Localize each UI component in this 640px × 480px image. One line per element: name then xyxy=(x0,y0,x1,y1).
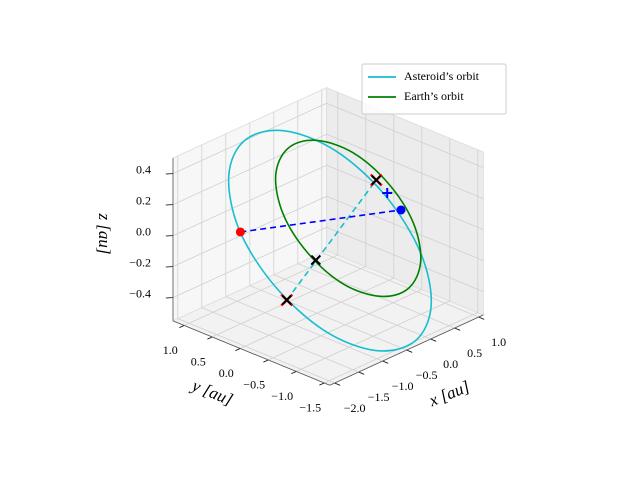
orbit-line xyxy=(274,139,422,298)
tick-mark xyxy=(430,338,437,342)
tick-mark xyxy=(478,316,485,320)
z-axis-label: z [au] xyxy=(95,212,114,254)
axis-line xyxy=(329,314,484,386)
y-tick-label: 0.0 xyxy=(219,366,234,380)
x-marker xyxy=(371,174,382,186)
grid-line xyxy=(172,133,327,205)
legend-label: Earth’s orbit xyxy=(404,89,464,103)
y-tick-label: −1.5 xyxy=(299,401,321,415)
grid-line xyxy=(201,307,359,373)
dashed-line xyxy=(240,209,402,233)
x-tick-label: −0.5 xyxy=(416,368,438,382)
dashed-line xyxy=(286,179,377,301)
grid-line xyxy=(172,164,327,236)
grid-line xyxy=(326,226,484,292)
panes xyxy=(165,86,485,386)
x-axis-label: x [au] xyxy=(425,377,472,411)
tick-mark xyxy=(406,349,413,353)
tick-mark xyxy=(291,371,297,375)
x-marker xyxy=(310,254,322,266)
plot-area xyxy=(227,129,433,352)
y-tick-label: 0.5 xyxy=(191,355,206,369)
grid-line xyxy=(321,252,479,318)
grid-line xyxy=(249,285,407,351)
x-tick-label: 0.5 xyxy=(467,346,482,360)
x-tick-label: 1.0 xyxy=(491,335,506,349)
y-tick-label: −1.0 xyxy=(271,389,293,403)
grid-line xyxy=(172,102,327,174)
z-tick-label: −0.2 xyxy=(129,255,151,269)
x-tick-label: −2.0 xyxy=(344,401,366,415)
grid-line xyxy=(225,296,383,362)
axis-line xyxy=(172,320,330,386)
grid-line xyxy=(326,195,484,261)
legend-label: Asteroid’s orbit xyxy=(404,69,480,83)
grid-line xyxy=(268,289,422,361)
z-tick-label: 0.2 xyxy=(136,193,151,207)
point-marker xyxy=(235,227,245,237)
tick-mark xyxy=(235,348,241,352)
point-marker xyxy=(396,205,406,215)
legend-box xyxy=(361,63,507,115)
z-tick-label: −0.4 xyxy=(129,286,151,300)
grid-line xyxy=(172,226,327,298)
y-tick-label: −0.5 xyxy=(243,378,265,392)
tick-mark xyxy=(179,325,185,329)
y-axis-label: y [au] xyxy=(188,375,236,409)
z-tick-label: 0.0 xyxy=(136,224,151,238)
tick-mark xyxy=(319,382,325,386)
x-tick-label: −1.5 xyxy=(368,390,390,404)
x-tick-label: 0.0 xyxy=(443,357,458,371)
legend: Asteroid’s orbit Earth’s orbit xyxy=(361,63,507,115)
grid-line xyxy=(172,195,327,267)
tick-mark xyxy=(454,327,461,331)
y-tick-label: 1.0 xyxy=(163,343,178,357)
grid-line xyxy=(326,164,484,230)
plus-marker xyxy=(382,187,393,198)
tick-mark xyxy=(263,359,269,363)
x-tick-label: −1.0 xyxy=(392,379,414,393)
grid-line xyxy=(326,102,484,168)
tick-mark xyxy=(358,371,365,375)
tick-mark xyxy=(207,336,213,340)
grid-line xyxy=(326,133,484,199)
tick-mark xyxy=(382,360,389,364)
x-marker xyxy=(281,294,292,306)
grid-line xyxy=(177,318,335,384)
z-tick-label: 0.4 xyxy=(136,162,151,176)
grid-line xyxy=(240,277,394,349)
tick-mark xyxy=(334,382,341,386)
grid-line xyxy=(273,274,431,340)
grid-line xyxy=(296,300,450,372)
